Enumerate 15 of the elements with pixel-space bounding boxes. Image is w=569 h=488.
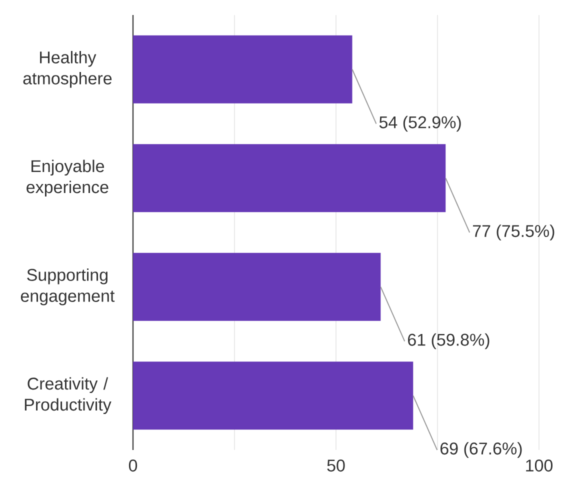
data-label: 54 (52.9%) (379, 116, 461, 132)
bar (133, 144, 446, 212)
x-tick-label: 50 (327, 460, 345, 472)
x-tick-label: 0 (128, 460, 138, 472)
bar (133, 362, 414, 430)
data-label: 69 (67.6%) (440, 442, 522, 458)
x-tick-label: 100 (526, 460, 553, 472)
y-tick-label: Creativity / Productivity (24, 377, 112, 414)
y-tick-label: Supporting engagement (20, 268, 115, 306)
y-tick-label: Enjoyable experience (26, 160, 108, 197)
data-label: 61 (59.8%) (408, 333, 490, 350)
bar (133, 252, 381, 321)
data-label: 77 (75.5%) (473, 224, 554, 240)
y-tick-label: Healthy atmosphere (23, 50, 112, 88)
bar (133, 35, 352, 104)
